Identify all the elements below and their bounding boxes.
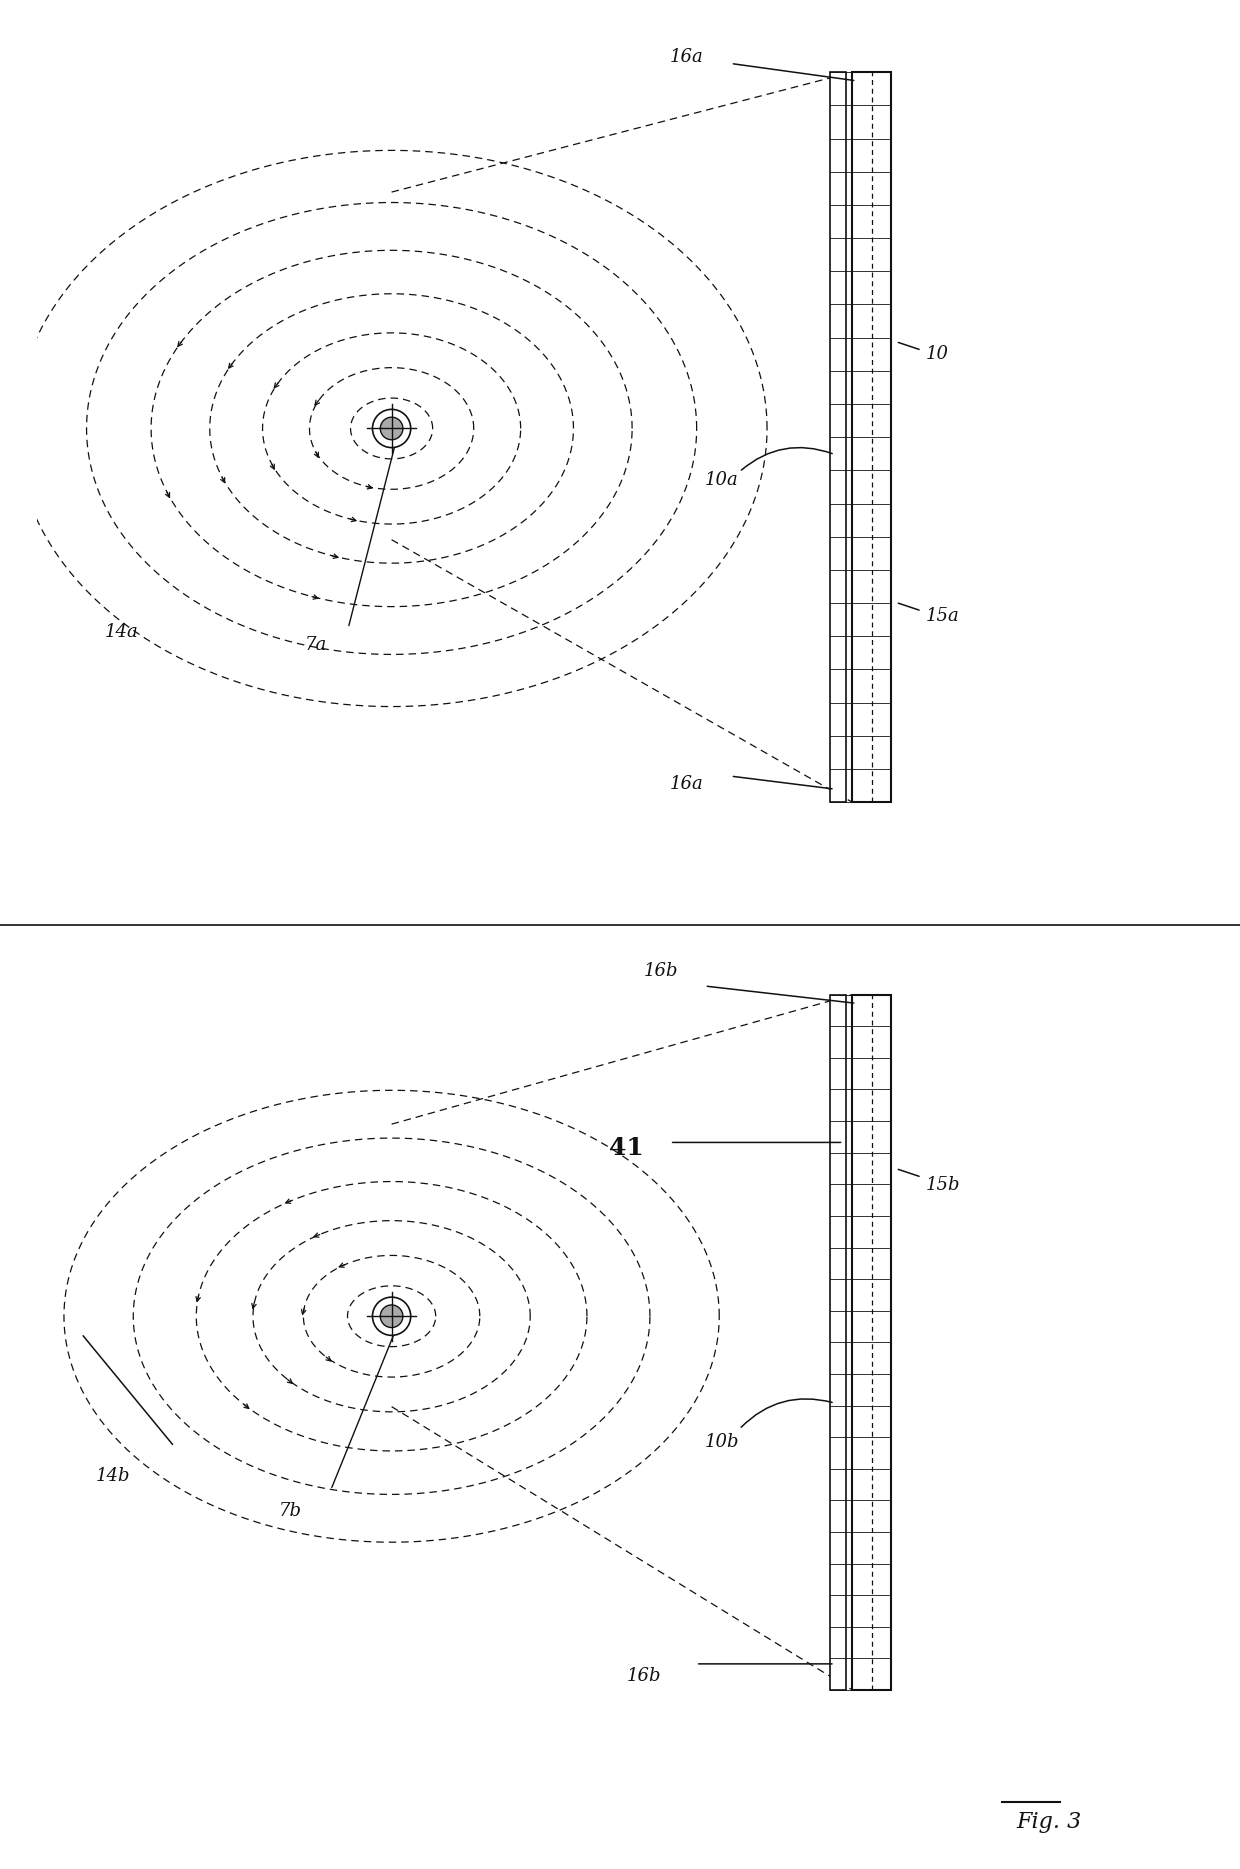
- Text: 10b: 10b: [704, 1434, 739, 1450]
- Text: 7a: 7a: [305, 635, 327, 654]
- Text: 16a: 16a: [670, 776, 703, 792]
- Text: 7b: 7b: [279, 1503, 301, 1519]
- Text: Fig. 3: Fig. 3: [1017, 1811, 1083, 1833]
- Bar: [831, 73, 846, 802]
- Bar: [852, 994, 892, 1690]
- Text: 10a: 10a: [704, 471, 738, 490]
- Text: 15a: 15a: [926, 607, 960, 626]
- Circle shape: [372, 409, 410, 447]
- Bar: [831, 994, 846, 1690]
- Text: 16b: 16b: [644, 961, 678, 979]
- Text: 16a: 16a: [670, 49, 703, 65]
- Text: 10: 10: [926, 346, 949, 363]
- Text: 14a: 14a: [105, 622, 139, 641]
- Circle shape: [381, 417, 403, 439]
- Text: 41: 41: [609, 1136, 644, 1161]
- Text: 15b: 15b: [926, 1176, 961, 1194]
- Circle shape: [381, 1305, 403, 1327]
- Bar: [852, 73, 892, 802]
- Circle shape: [372, 1297, 410, 1334]
- Text: 16b: 16b: [626, 1667, 661, 1686]
- Text: 14b: 14b: [97, 1467, 130, 1486]
